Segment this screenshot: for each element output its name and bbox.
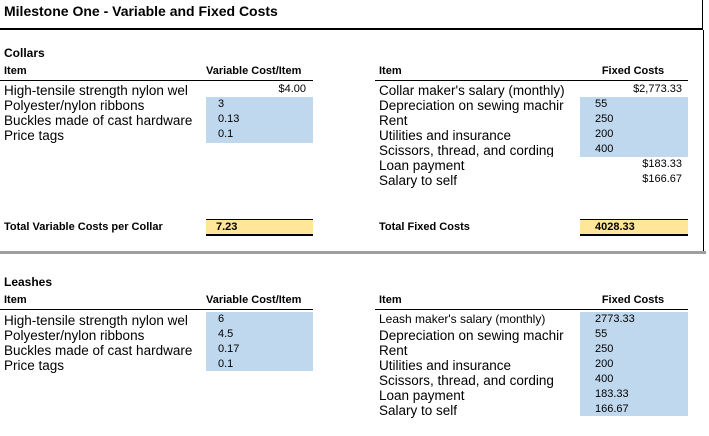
collars-fixed-row-item: Salary to self (379, 173, 458, 188)
collars-fixed-item-header: Item (379, 65, 402, 77)
collars-total-fixed-cell[interactable]: 4028.33 (580, 219, 688, 236)
collars-variable-row-value[interactable]: $4.00 (278, 83, 306, 95)
leashes-variable-row-value[interactable]: 0.1 (218, 358, 234, 370)
leashes-fixed-row-item: Loan payment (379, 388, 465, 403)
leashes-fixed-row-value[interactable]: 55 (595, 328, 608, 340)
leashes-fixed-row-value[interactable]: 2773.33 (595, 313, 635, 325)
leashes-variable-header-rule (0, 309, 313, 310)
leashes-fixed-input-block (580, 312, 688, 416)
collars-fixed-row-value[interactable]: 200 (595, 128, 614, 140)
collars-variable-row-item: High-tensile strength nylon wel (4, 83, 188, 98)
collars-fixed-row-item: Scissors, thread, and cording (379, 143, 554, 157)
collars-fixed-row-value[interactable]: $183.33 (642, 158, 682, 170)
leashes-section-label: Leashes (4, 275, 53, 289)
leashes-variable-row-value[interactable]: 6 (218, 313, 225, 325)
leashes-variable-row-value[interactable]: 0.17 (218, 343, 240, 355)
leashes-fixed-header-rule (375, 309, 688, 310)
collars-fixed-row-item: Utilities and insurance (379, 128, 512, 143)
collars-fixed-row-value[interactable]: 250 (595, 113, 614, 125)
collars-total-fixed-value: 4028.33 (595, 221, 635, 233)
leashes-fixed-row-item: Utilities and insurance (379, 358, 512, 373)
leashes-fixed-row-item: Salary to self (379, 403, 458, 418)
collars-fixed-row-item: Loan payment (379, 158, 465, 173)
leashes-variable-row-value[interactable]: 4.5 (218, 328, 234, 340)
leashes-variable-cost-header: Variable Cost/Item (206, 294, 302, 306)
leashes-variable-row-item: Polyester/nylon ribbons (4, 328, 145, 343)
leashes-variable-row-item: Buckles made of cast hardware (4, 343, 193, 358)
collars-total-variable-cell[interactable]: 7.23 (206, 219, 313, 236)
section-divider (0, 251, 706, 254)
leashes-fixed-row-value[interactable]: 250 (595, 343, 614, 355)
collars-variable-row-value[interactable]: 3 (218, 98, 225, 110)
collars-fixed-row-value[interactable]: $166.67 (642, 173, 682, 185)
leashes-fixed-row-item: Depreciation on sewing machir (379, 328, 564, 343)
collars-fixed-header-rule (375, 80, 688, 81)
leashes-variable-row-item: High-tensile strength nylon wel (4, 313, 188, 328)
leashes-fixed-row-value[interactable]: 183.33 (595, 388, 629, 400)
collars-total-variable-label: Total Variable Costs per Collar (4, 221, 163, 233)
collars-variable-input-block (206, 97, 313, 143)
collars-total-variable-value: 7.23 (216, 221, 238, 233)
leashes-variable-item-header: Item (4, 294, 27, 306)
collars-fixed-input-block (580, 97, 688, 157)
leashes-fixed-row-value[interactable]: 166.67 (595, 403, 629, 415)
leashes-fixed-item-header: Item (379, 294, 402, 306)
leashes-fixed-row-item: Scissors, thread, and cording (379, 373, 554, 388)
collars-variable-row-value[interactable]: 0.1 (218, 128, 234, 140)
leashes-fixed-row-value[interactable]: 400 (595, 373, 614, 385)
collars-fixed-row-item: Rent (379, 113, 408, 128)
collars-variable-header-rule (0, 80, 313, 81)
leashes-variable-row-item: Price tags (4, 358, 65, 373)
collars-fixed-row-item: Collar maker's salary (monthly) (379, 83, 565, 98)
sheet-right-border (703, 30, 704, 252)
collars-fixed-row-value[interactable]: 400 (595, 143, 614, 155)
leashes-fixed-row-item: Rent (379, 343, 408, 358)
collars-variable-item-header: Item (4, 65, 27, 77)
leashes-variable-input-block (206, 312, 313, 371)
collars-variable-row-item: Price tags (4, 128, 65, 143)
collars-variable-row-item: Polyester/nylon ribbons (4, 98, 145, 113)
collars-fixed-row-value[interactable]: 55 (595, 98, 608, 110)
collars-variable-cost-header: Variable Cost/Item (206, 65, 302, 77)
collars-variable-row-value[interactable]: 0.13 (218, 113, 240, 125)
leashes-fixed-row-item: Leash maker's salary (monthly) (379, 312, 546, 326)
collars-total-fixed-label: Total Fixed Costs (379, 221, 470, 233)
collars-fixed-cost-header: Fixed Costs (601, 65, 665, 77)
collars-fixed-row-item: Depreciation on sewing machir (379, 98, 564, 113)
leashes-fixed-cost-header: Fixed Costs (601, 294, 665, 306)
collars-variable-row-item: Buckles made of cast hardware (4, 113, 193, 128)
leashes-fixed-row-value[interactable]: 200 (595, 358, 614, 370)
collars-fixed-row-value[interactable]: $2,773.33 (633, 83, 682, 95)
page-title: Milestone One - Variable and Fixed Costs (0, 0, 703, 30)
collars-section-label: Collars (4, 46, 45, 60)
